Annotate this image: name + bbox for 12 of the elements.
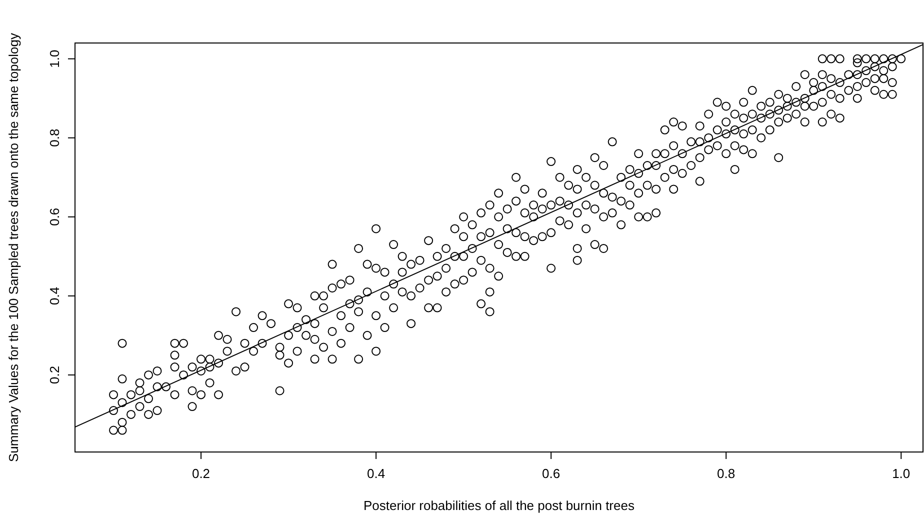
y-tick-label: 1.0 <box>47 50 62 68</box>
y-tick-label: 0.4 <box>47 286 62 305</box>
y-tick-label: 0.6 <box>47 208 62 226</box>
y-tick-label: 0.8 <box>47 128 62 147</box>
x-axis-title: Posterior robabilities of all the post burnin trees <box>364 498 635 513</box>
x-tick-label: 1.0 <box>892 466 910 481</box>
x-tick-label: 0.4 <box>367 466 386 481</box>
x-tick-label: 0.2 <box>192 466 210 481</box>
x-tick-label: 0.8 <box>717 466 736 481</box>
y-axis-title: Summary Values for the 100 Sampled trees drawn onto the same topology <box>6 32 21 462</box>
x-tick-label: 0.6 <box>542 466 560 481</box>
y-tick-label: 0.2 <box>47 366 62 384</box>
